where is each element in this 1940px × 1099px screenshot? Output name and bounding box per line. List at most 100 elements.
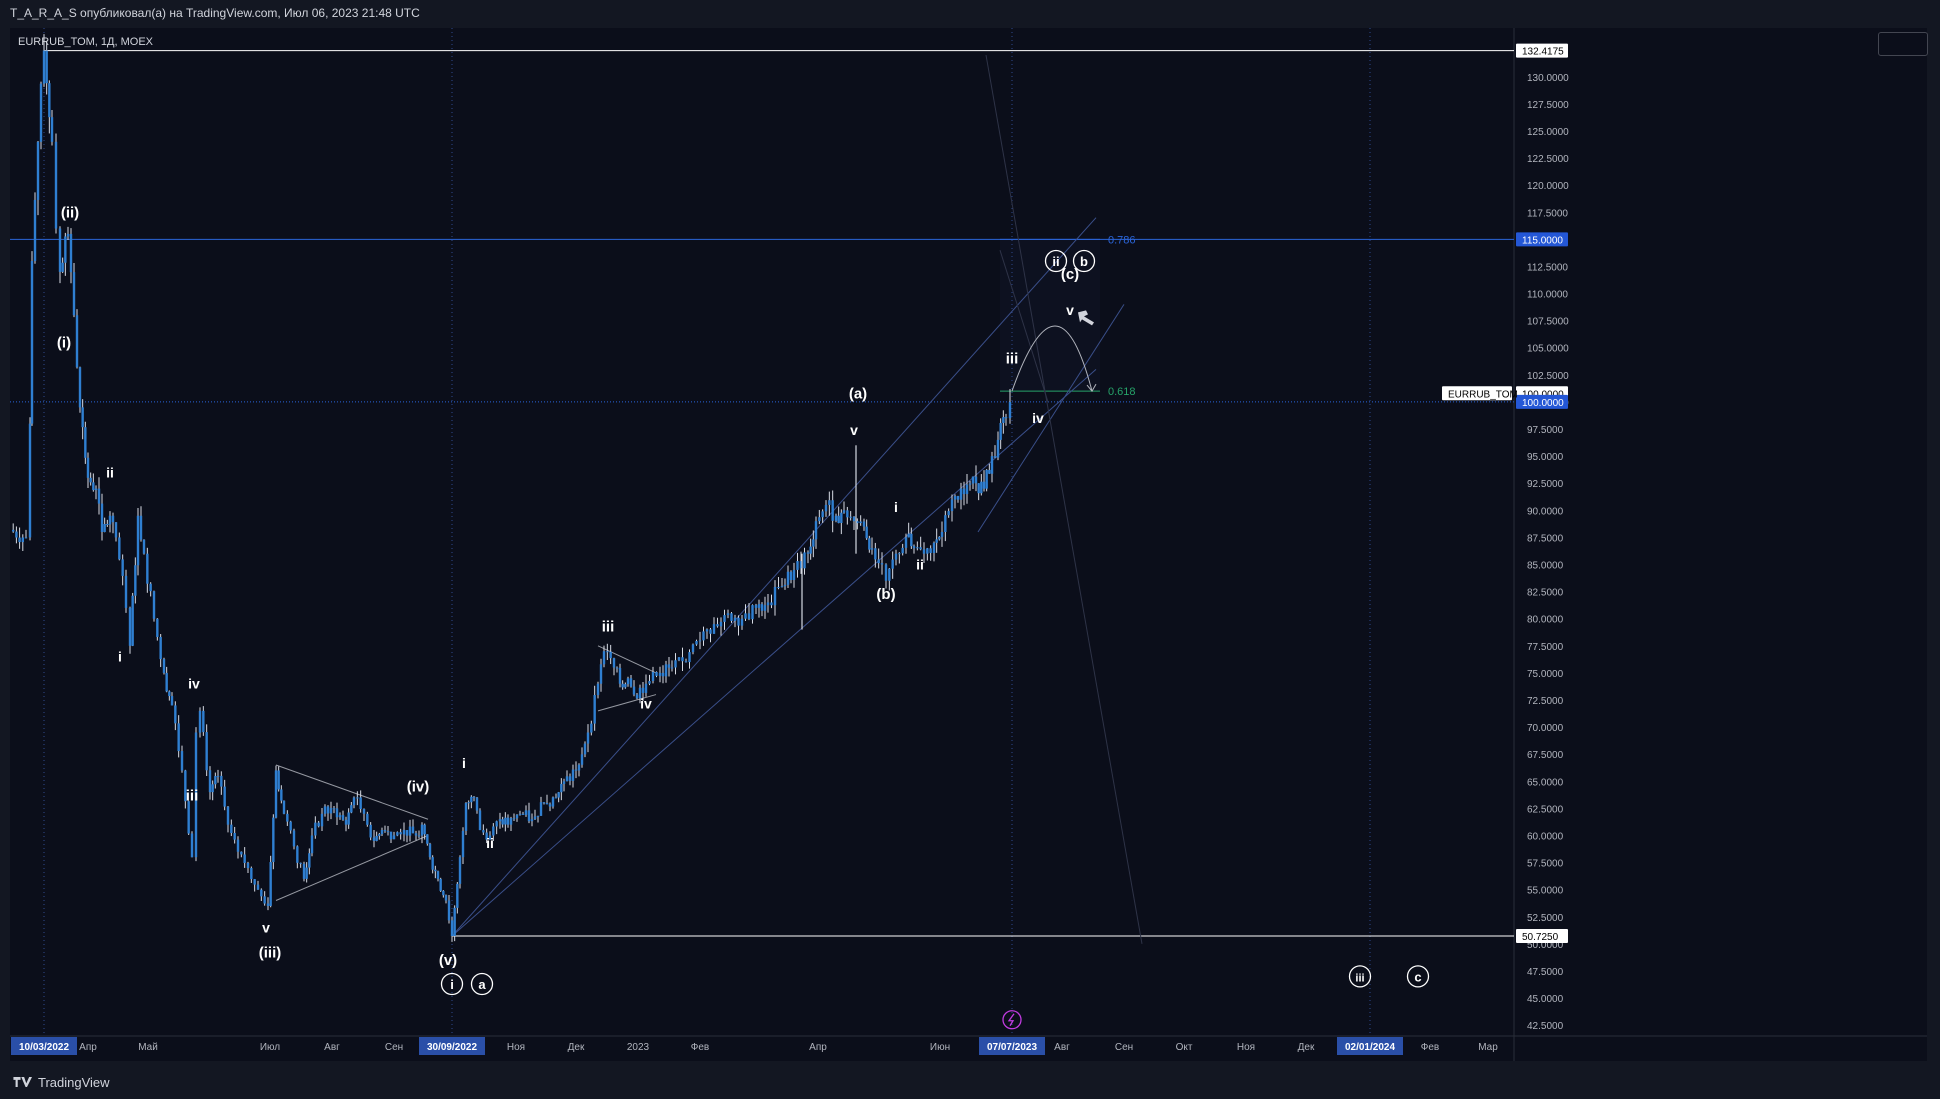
candle-body <box>292 830 296 847</box>
candle-body <box>289 821 292 831</box>
time-axis-tick: Май <box>138 1042 158 1053</box>
candle-body <box>518 813 522 815</box>
price-axis-tick: 70.0000 <box>1527 723 1564 734</box>
candle-body <box>596 683 600 696</box>
candle-body <box>862 521 866 527</box>
candle-body <box>938 536 941 540</box>
trendline[interactable] <box>451 217 1097 937</box>
candle-body <box>988 469 991 474</box>
candle-body <box>919 547 922 550</box>
trendline[interactable] <box>275 835 429 901</box>
candle-body <box>944 515 947 532</box>
candle-body <box>929 548 932 553</box>
candle-body <box>674 660 677 668</box>
chart-panel[interactable]: 0.786 0.618 (ii) (i) ii i iv iii v (iii) (iv) (v) i i… <box>10 28 1927 1061</box>
circled-wave-marker <box>1072 249 1096 273</box>
candle-body <box>806 552 810 554</box>
candle-body <box>571 769 575 781</box>
candle-body <box>131 595 134 646</box>
time-axis-tick: Фев <box>1421 1042 1439 1053</box>
candle-body <box>834 515 838 521</box>
price-axis-tick: 65.0000 <box>1527 777 1564 788</box>
circled-wave-marker <box>440 972 464 996</box>
trendline[interactable] <box>275 764 429 820</box>
wave-label: (v) <box>439 952 457 969</box>
price-axis-tick: 75.0000 <box>1527 669 1564 680</box>
candle-body <box>837 515 840 523</box>
candle-body <box>240 851 243 855</box>
candle-body <box>369 824 372 838</box>
wave-label: (iv) <box>407 779 430 796</box>
candle-body <box>106 523 109 525</box>
candle-body <box>641 687 645 693</box>
candle-body <box>852 516 856 522</box>
trendline[interactable] <box>977 304 1125 533</box>
price-axis-tick: 90.0000 <box>1527 506 1564 517</box>
candle-body <box>165 672 168 692</box>
candle-body <box>1002 417 1005 423</box>
candle-body <box>190 833 194 858</box>
candle-body <box>58 228 62 272</box>
candle-body <box>770 602 773 606</box>
candle-body <box>557 792 560 798</box>
candle-body <box>470 796 473 803</box>
candle-body <box>593 695 596 724</box>
trendline[interactable] <box>985 55 1143 944</box>
event-marker-icon[interactable] <box>1002 1010 1022 1030</box>
candle-body <box>894 553 898 560</box>
candle-body <box>389 831 393 840</box>
price-chart[interactable]: 0.7860.618(ii)(i)iiiiviiiv(iii)(iv)(v)ii… <box>10 28 1927 1061</box>
candle-body <box>602 651 606 665</box>
candle-body <box>744 613 747 619</box>
candle-body <box>786 571 790 585</box>
trendline[interactable] <box>999 250 1049 403</box>
trendline[interactable] <box>597 694 657 712</box>
candle-body <box>488 835 492 840</box>
time-axis-tick: Сен <box>1115 1042 1133 1053</box>
time-axis-tick: 2023 <box>627 1042 650 1053</box>
candle-body <box>760 604 764 611</box>
candle-body <box>509 818 513 825</box>
candle-body <box>174 705 177 724</box>
symbol-label: EURRUB_TOM, 1Д, MOEX <box>18 36 153 48</box>
candle-body <box>485 832 488 840</box>
candle-body <box>821 511 824 518</box>
candle-body <box>999 422 1002 440</box>
candle-body <box>521 813 525 815</box>
candle-body <box>947 511 950 516</box>
chart-settings-button[interactable] <box>1878 32 1928 56</box>
trendline[interactable] <box>451 369 1097 937</box>
candle-body <box>796 561 799 570</box>
candle-body <box>12 529 15 532</box>
candle-body <box>698 640 702 642</box>
candle-body <box>681 657 684 662</box>
arrow-head-icon <box>1086 383 1097 392</box>
candle-body <box>246 862 250 868</box>
candle-body <box>846 510 849 518</box>
tradingview-logo[interactable]: TradingView <box>12 1072 110 1092</box>
candle-body <box>310 835 314 854</box>
candle-body <box>702 631 705 641</box>
candle-body <box>266 903 270 906</box>
time-axis-tick: Июл <box>260 1042 280 1053</box>
wave-label: v <box>262 920 270 936</box>
candle-body <box>84 427 87 458</box>
candle-body <box>428 843 432 858</box>
circled-wave-label: c <box>1414 969 1421 984</box>
candle-body <box>629 678 633 687</box>
circled-wave-label: ii <box>1052 254 1059 269</box>
projection-arc[interactable] <box>1011 325 1093 392</box>
price-tag-bg <box>1516 929 1568 944</box>
candle-body <box>100 503 104 532</box>
time-axis-highlight-bg <box>11 1037 77 1055</box>
candle-body <box>280 789 283 801</box>
candle-body <box>372 837 376 841</box>
time-axis-tick: Апр <box>809 1042 827 1053</box>
wave-label: (iii) <box>259 945 282 962</box>
candle-body <box>877 559 880 564</box>
candle-body <box>935 539 938 543</box>
candle-body <box>751 605 754 620</box>
trendline[interactable] <box>597 645 657 674</box>
time-axis-tick: Фев <box>691 1042 709 1053</box>
circled-wave-marker <box>1348 965 1372 988</box>
